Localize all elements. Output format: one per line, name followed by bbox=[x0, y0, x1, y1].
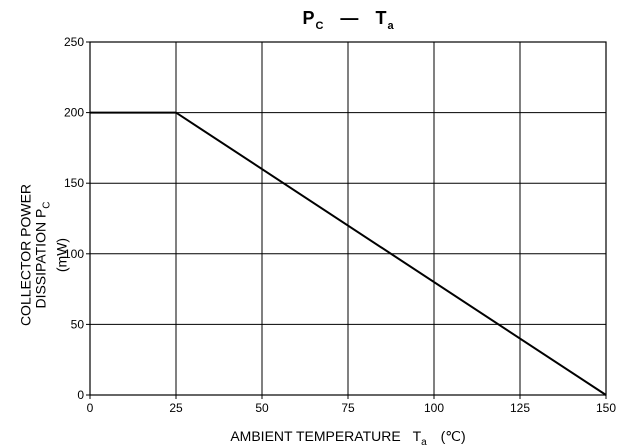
y-tick-label-2: 100 bbox=[64, 247, 84, 261]
y-tick-label-1: 50 bbox=[71, 317, 85, 331]
y-tick-label-3: 150 bbox=[64, 176, 84, 190]
y-tick-label-5: 250 bbox=[64, 35, 84, 49]
x-tick-label-3: 75 bbox=[341, 401, 355, 415]
x-axis-label: AMBIENT TEMPERATURE Ta (℃) bbox=[230, 428, 466, 448]
title-ta: Ta bbox=[375, 8, 394, 32]
x-tick-label-5: 125 bbox=[510, 401, 530, 415]
chart-title: PC — Ta bbox=[90, 8, 606, 32]
x-tick-label-1: 25 bbox=[169, 401, 183, 415]
x-tick-label-2: 50 bbox=[255, 401, 269, 415]
series-line-0 bbox=[90, 111, 607, 396]
y-tick-label-0: 0 bbox=[77, 388, 84, 402]
x-tick-label-6: 150 bbox=[596, 401, 616, 415]
x-tick-label-0: 0 bbox=[87, 401, 94, 415]
title-dash: — bbox=[340, 8, 359, 28]
title-pc: PC bbox=[302, 8, 324, 32]
y-tick-label-4: 200 bbox=[64, 106, 84, 120]
x-tick-label-4: 100 bbox=[424, 401, 444, 415]
chart-area: 0 25 50 75 100 125 150 0 50 100 150 200 250 bbox=[64, 35, 616, 415]
